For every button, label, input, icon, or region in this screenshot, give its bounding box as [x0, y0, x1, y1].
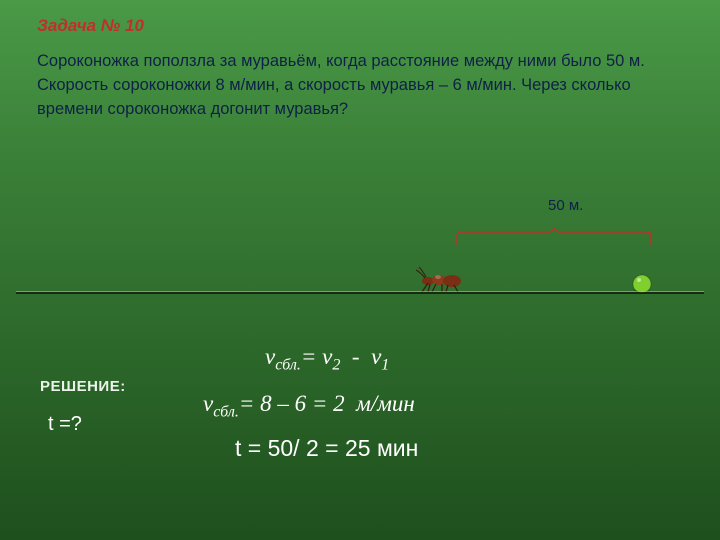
task-number: Задача № 10 — [37, 16, 144, 36]
formula-line-2: vсбл.= 8 – 6 = 2 м/мин — [203, 391, 415, 422]
animals-figure — [412, 258, 672, 294]
ant-icon — [416, 267, 461, 292]
problem-text: Сороконожка поползла за муравьём, когда … — [37, 50, 687, 122]
formula-line-1: vсбл.= v2 - v1 — [265, 344, 389, 375]
formula-line-3: t = 50/ 2 = 25 мин — [235, 435, 418, 462]
t-question: t =? — [48, 413, 82, 436]
solution-label: РЕШЕНИЕ: — [40, 378, 126, 395]
distance-bracket — [456, 228, 652, 246]
ground-line — [16, 292, 704, 294]
distance-label: 50 м. — [548, 197, 583, 214]
